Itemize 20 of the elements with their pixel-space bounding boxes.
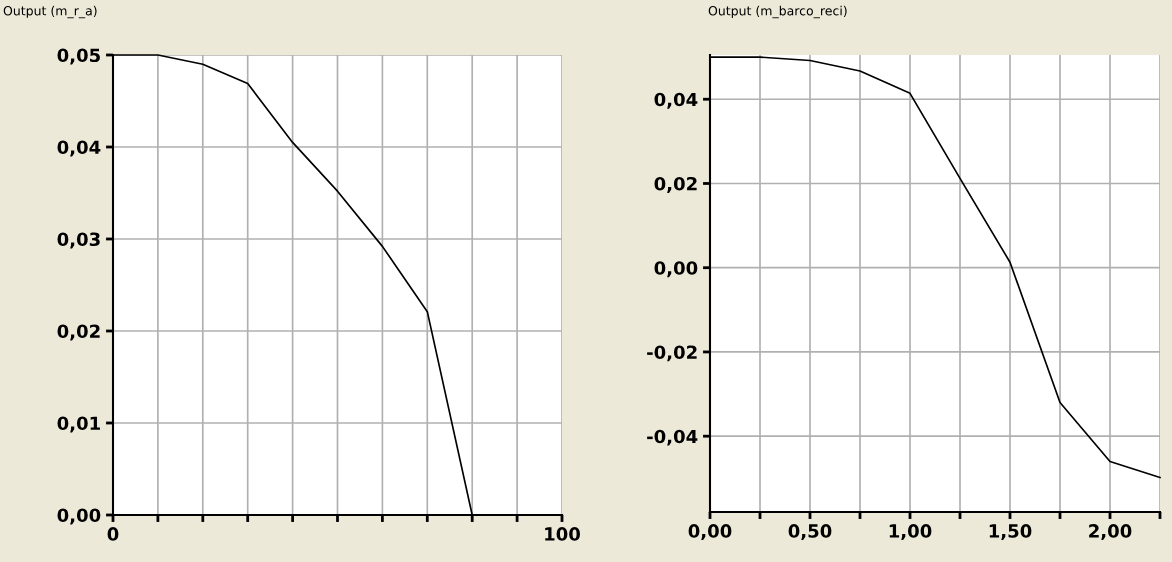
x-tick-label: 0,50 <box>788 524 832 541</box>
y-tick-label: 0,02 <box>57 324 100 341</box>
chart-title: Output (m_r_a) <box>3 5 97 19</box>
y-tick-label: 0,03 <box>57 232 100 249</box>
y-tick-label: 0,02 <box>654 176 697 193</box>
chart-title: Output (m_barco_reci) <box>708 5 847 19</box>
y-tick-label: 0,04 <box>57 140 101 157</box>
y-tick-label: 0,01 <box>57 416 100 433</box>
x-tick-label: 1,50 <box>989 524 1032 541</box>
x-tick-label: 1,00 <box>889 524 932 541</box>
y-tick-label: -0,04 <box>647 429 698 446</box>
x-tick-label: 100 <box>545 527 580 541</box>
y-tick-label: 0,05 <box>57 48 100 65</box>
y-tick-label: -0,02 <box>647 345 697 362</box>
y-tick-label: 0,00 <box>654 261 698 278</box>
x-tick-label: 0 <box>107 527 119 541</box>
x-tick-label: 2,00 <box>1089 524 1132 541</box>
y-tick-label: 0,04 <box>654 92 698 109</box>
y-tick-label: 0,00 <box>57 508 101 525</box>
x-tick-label: 0,00 <box>688 524 732 541</box>
